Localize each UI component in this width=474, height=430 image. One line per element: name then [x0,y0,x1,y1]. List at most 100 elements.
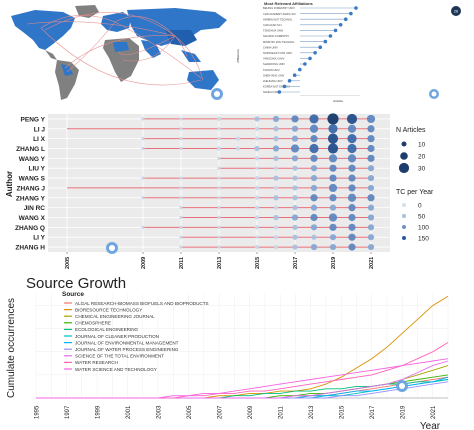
author-xtick-label: 2009 [141,257,147,269]
legend-size-dot [398,162,410,174]
author-xtick-label: 2017 [293,257,299,269]
author-xtick-label: 2013 [217,257,223,269]
author-label: WANG X [19,215,46,222]
affiliation-label: CHN ACADEMY AGRIC SCI [263,12,296,16]
author-point [217,215,221,220]
author-point [273,205,279,210]
affiliation-dot [277,90,282,94]
author-point [367,234,375,241]
author-point [179,206,183,210]
author-point [179,176,183,180]
author-point [179,245,183,249]
author-point [310,204,318,211]
author-point [291,155,299,162]
author-point [310,243,318,251]
author-point [290,144,300,153]
author-xtick-label: 2019 [331,257,337,269]
author-point [141,117,145,121]
author-point [348,233,356,241]
collaboration-map-panel [5,2,233,106]
affiliation-label: NORTHEAST FOR UNIV [263,51,292,55]
author-point [273,235,279,240]
affiliation-dot [333,28,338,33]
author-point [254,156,260,161]
author-label: ZHANG Q [15,225,45,232]
author-point [217,235,221,239]
author-point [348,164,356,172]
author-point [310,213,318,222]
growth-xtick-label: 2013 [309,405,315,419]
author-label: WANG S [19,176,46,183]
affiliations-badge: 26 [451,6,461,16]
growth-series-line [36,358,449,399]
author-point [367,135,375,143]
affiliations-title: Most Relevant Affiliations [264,1,314,6]
author-point [348,204,356,212]
affiliation-dot [292,73,297,77]
author-point [311,234,317,240]
affiliation-dot [328,34,333,38]
author-point [291,214,299,221]
author-point [329,243,337,251]
author-point [310,165,318,172]
author-watermark-icon [106,242,118,254]
author-point [348,213,356,222]
author-point [328,154,338,163]
growth-xtick-label: 2017 [370,405,376,419]
author-label: LI X [33,136,46,143]
author-axis-label: Author [5,171,14,197]
author-label: ZHANG J [16,185,45,192]
author-point [367,204,375,211]
author-point [367,154,375,162]
author-point [273,136,279,142]
source-growth-chart: Source Growth 1995 1997 1999 2001 2003 2005 20… [6,275,449,430]
legend-color-dot [402,225,406,229]
affiliations-chart: Most Relevant Affiliations Affiliations … [236,1,461,103]
author-point [254,145,260,152]
author-point [310,224,318,231]
author-point [292,205,298,211]
author-point [217,137,221,141]
author-point [329,223,337,231]
growth-xtick-label: 2011 [279,405,285,419]
author-point [292,224,298,230]
author-point [367,214,375,221]
author-point [309,143,319,154]
growth-xtick-label: 2009 [248,405,254,419]
author-label: PENG Y [21,116,46,123]
author-label: JIN RC [24,205,46,212]
affiliations-watermark-icon [429,89,439,99]
author-point [217,127,221,131]
author-point [273,126,279,132]
author-point [347,124,357,133]
growth-xlabel: Year [420,421,441,430]
author-xtick-label: 2005 [65,257,71,269]
affiliation-dot [318,45,323,49]
author-point [254,195,260,200]
growth-watermark-icon [396,380,408,392]
author-point [310,184,318,192]
author-point [273,185,279,191]
author-point [329,234,337,241]
source-growth-title: Source Growth [26,275,126,292]
legend-color-title: TC per Year [396,189,434,196]
legend-color-dot [402,214,406,218]
author-label: LIU Y [29,166,46,173]
author-label: ZHANG L [16,146,45,153]
author-point [348,223,356,231]
growth-legend-label: BIORESOURCE TECHNOLOGY [75,307,142,312]
author-point [348,184,356,192]
author-point [309,124,319,133]
growth-legend-label: JOURNAL OF CLEANER PRODUCTION [75,334,159,339]
author-point [179,127,183,131]
author-point [310,174,318,182]
growth-xtick-label: 2021 [431,405,437,419]
author-point [216,146,222,151]
author-point [328,213,338,222]
author-point [348,243,356,251]
growth-ylabel: Cumulate occurrences [6,298,17,398]
affiliation-dot [349,11,353,16]
author-point [254,175,260,181]
author-point [254,244,260,250]
author-point [346,113,358,125]
